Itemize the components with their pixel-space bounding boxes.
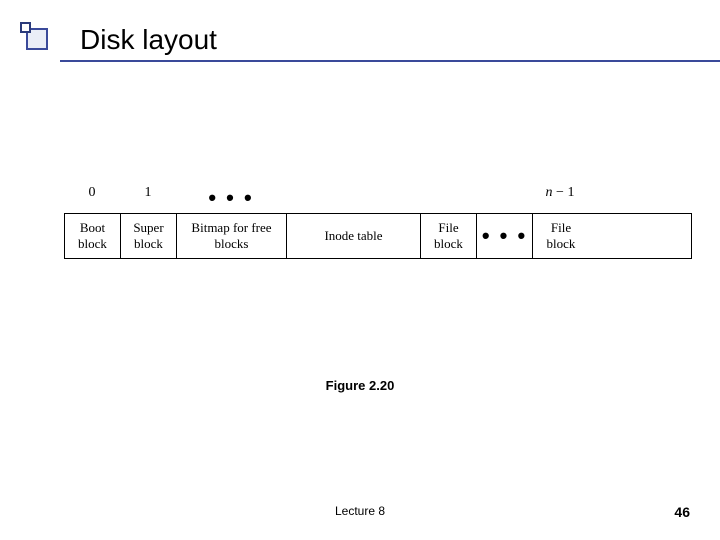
index-last: n − 1 bbox=[532, 185, 588, 211]
index-ellipsis: • • • bbox=[176, 185, 286, 211]
cell-file-block-1: File block bbox=[421, 214, 477, 258]
footer-lecture: Lecture 8 bbox=[0, 504, 720, 518]
index-spacer-1 bbox=[286, 185, 420, 211]
cell-inode-table: Inode table bbox=[287, 214, 421, 258]
index-last-minus1: − 1 bbox=[553, 185, 575, 200]
cell-super-block: Super block bbox=[121, 214, 177, 258]
cell-file-block-2: File block bbox=[533, 214, 589, 258]
index-1: 1 bbox=[120, 185, 176, 211]
cell-bitmap: Bitmap for free blocks bbox=[177, 214, 287, 258]
index-spacer-2 bbox=[420, 185, 476, 211]
corner-decoration bbox=[20, 22, 60, 62]
cell-boot-block: Boot block bbox=[65, 214, 121, 258]
figure-caption: Figure 2.20 bbox=[0, 378, 720, 393]
index-row: 0 1 • • • n − 1 bbox=[64, 185, 692, 211]
index-last-n: n bbox=[546, 185, 553, 200]
slide-title: Disk layout bbox=[80, 24, 217, 56]
block-row: Boot block Super block Bitmap for free b… bbox=[64, 213, 692, 259]
deco-square-small bbox=[20, 22, 31, 33]
index-0: 0 bbox=[64, 185, 120, 211]
title-underline bbox=[60, 60, 720, 62]
index-spacer-3 bbox=[476, 185, 532, 211]
cell-ellipsis: • • • bbox=[477, 214, 533, 258]
disk-layout-diagram: 0 1 • • • n − 1 Boot block Super block B… bbox=[64, 185, 692, 259]
footer-page-number: 46 bbox=[674, 504, 690, 520]
